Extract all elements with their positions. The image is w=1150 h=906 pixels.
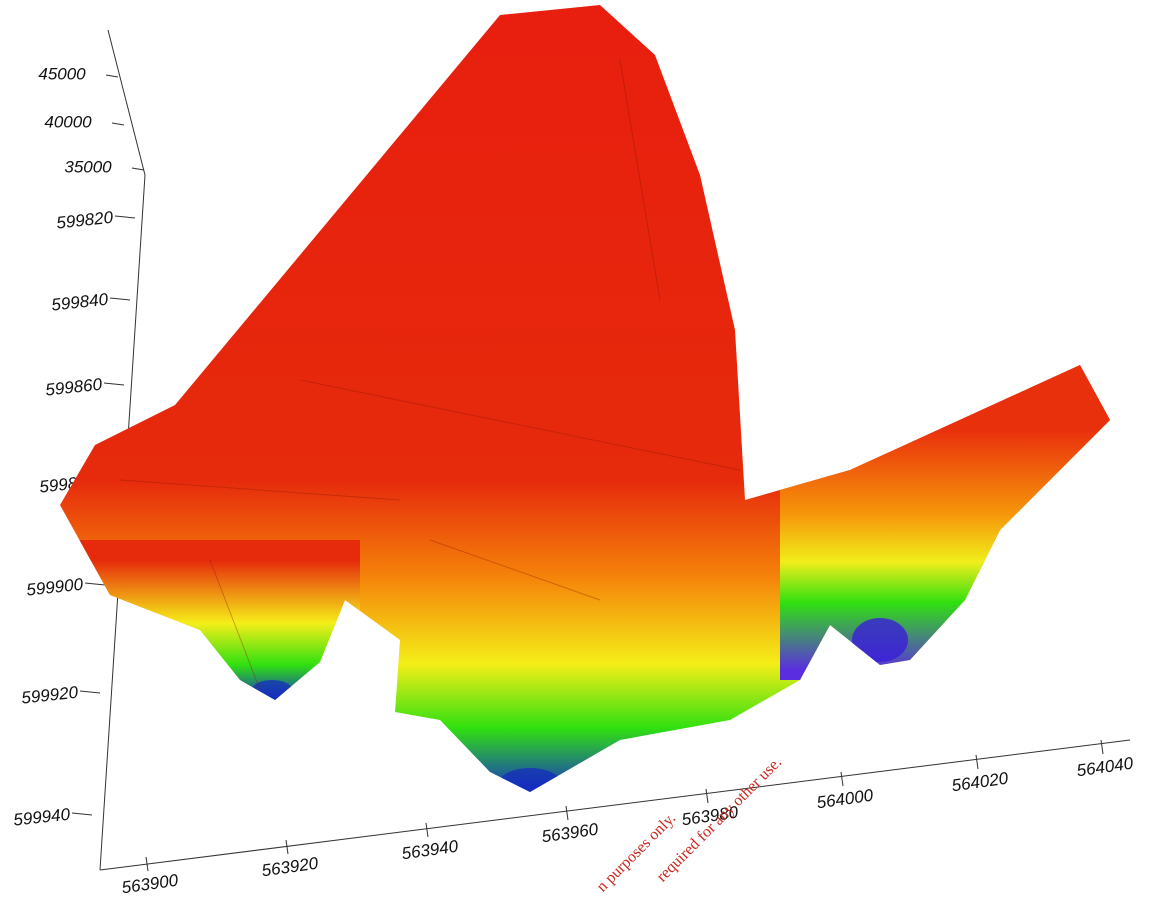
y-tick xyxy=(110,298,130,300)
y-tick-label: 599860 xyxy=(44,375,103,400)
z-tick-label: 40000 xyxy=(44,112,92,131)
surface-view: 4500040000350005998205998405998605998805… xyxy=(0,0,1150,906)
z-tick xyxy=(112,123,124,125)
x-tick xyxy=(566,806,568,820)
x-tick-label: 564020 xyxy=(950,769,1009,796)
y-tick xyxy=(115,216,135,218)
y-tick-label: 599940 xyxy=(12,805,71,830)
x-tick-label: 563940 xyxy=(400,837,459,864)
y-tick xyxy=(104,383,124,385)
y-tick xyxy=(72,813,92,815)
surface-fill xyxy=(780,360,1150,680)
surface-low xyxy=(252,680,292,700)
x-tick-label: 563960 xyxy=(540,820,599,847)
surface-low xyxy=(852,618,908,662)
z-tick-label: 35000 xyxy=(64,157,112,176)
x-tick-label: 564040 xyxy=(1075,754,1134,781)
x-tick-label: 563920 xyxy=(260,854,319,881)
x-tick xyxy=(976,755,978,769)
y-tick-label: 599840 xyxy=(50,290,109,315)
z-axis-line xyxy=(108,30,145,175)
x-tick xyxy=(706,789,708,803)
surface xyxy=(0,0,1150,906)
x-tick-label: 564000 xyxy=(815,786,874,813)
y-tick xyxy=(85,583,105,585)
y-tick xyxy=(80,691,100,693)
y-tick-label: 599820 xyxy=(55,208,114,233)
surface-low xyxy=(500,768,560,796)
x-tick xyxy=(286,840,288,854)
x-tick xyxy=(426,823,428,837)
z-tick xyxy=(106,75,118,77)
x-tick-label: 563900 xyxy=(120,871,179,898)
x-tick xyxy=(1101,740,1103,754)
y-tick-label: 599900 xyxy=(25,575,84,600)
x-tick xyxy=(841,772,843,786)
x-axis-line xyxy=(100,740,1130,870)
y-tick-label: 599920 xyxy=(20,683,79,708)
surface-fill xyxy=(60,540,360,710)
z-tick-label: 45000 xyxy=(38,64,86,83)
z-tick xyxy=(132,168,144,170)
